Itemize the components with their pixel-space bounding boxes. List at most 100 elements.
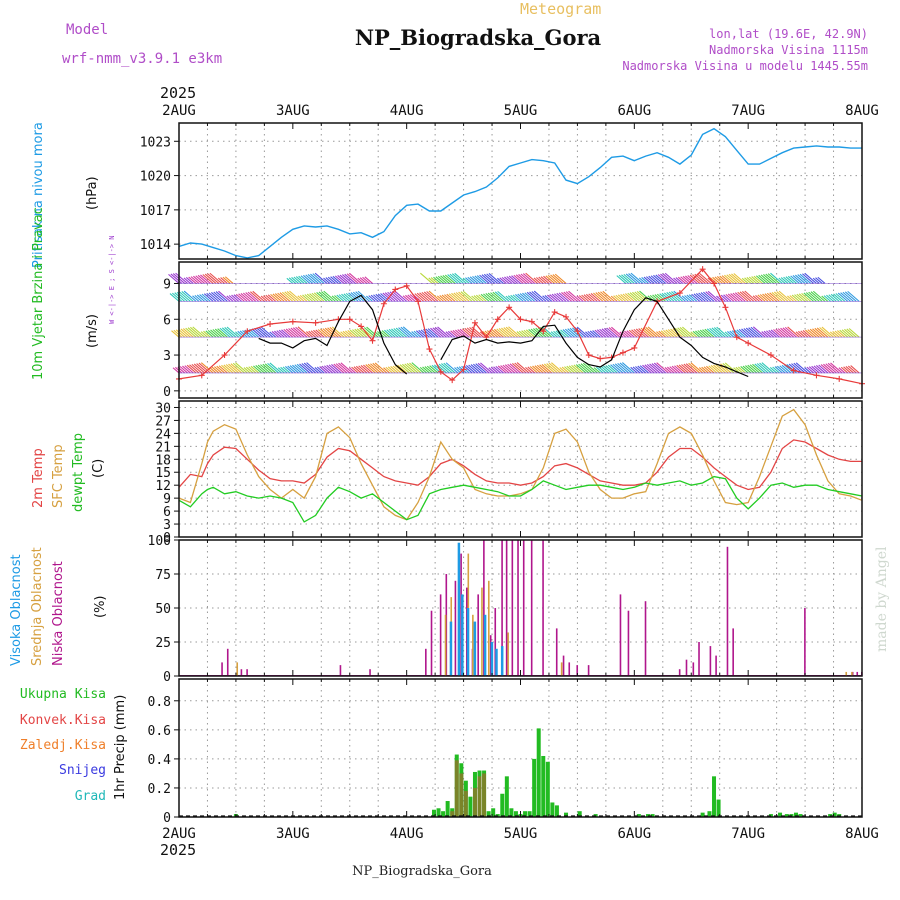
cloud-low-bar — [804, 608, 806, 676]
wind-barb — [823, 295, 832, 302]
wind-barb — [656, 362, 669, 374]
wind-barb — [419, 366, 427, 374]
wind-barb — [769, 367, 777, 374]
wind-barb — [525, 272, 538, 284]
wind-barb — [564, 328, 575, 338]
wind-barb — [428, 290, 442, 302]
wind-barb — [278, 329, 288, 338]
precip-ylabel: 1hr Precip (mm) — [113, 695, 128, 800]
wind-speed-marker — [506, 304, 513, 311]
wind-barb — [284, 366, 294, 374]
wind-barb — [188, 276, 197, 284]
wind-barb — [657, 274, 669, 284]
wind-barb — [838, 367, 846, 374]
wind-barb — [783, 276, 792, 284]
wind-barb — [209, 272, 223, 284]
wind-barb — [444, 274, 456, 284]
wind-barb — [505, 295, 513, 302]
wind-speed-marker — [574, 328, 581, 335]
wind-barb — [406, 363, 419, 374]
wind-barb — [729, 330, 738, 338]
wind-barb — [791, 294, 800, 302]
elevation-text: Nadmorska Visina 1115m — [709, 43, 868, 57]
wind-barb — [327, 276, 336, 284]
wind-barb — [232, 362, 245, 374]
wind-barb — [596, 366, 604, 374]
wind-barb — [797, 330, 806, 338]
wind-barb — [340, 362, 353, 374]
cloud-low-bar — [246, 669, 248, 676]
wind-barb — [262, 363, 274, 374]
wind-barb — [472, 275, 482, 284]
wind-barb — [754, 363, 766, 374]
wind-barb — [660, 273, 672, 284]
wind-barb — [805, 292, 817, 302]
wind-barb — [748, 327, 760, 338]
wind-barb — [698, 292, 709, 302]
wind-barb — [568, 365, 578, 374]
wind-barb — [708, 365, 718, 374]
wind-barb — [794, 274, 806, 284]
wind-barb — [391, 290, 405, 302]
wind-barb — [427, 328, 439, 338]
precip-legend-conv: Konvek.Kisa — [20, 713, 106, 728]
wind-barb — [752, 295, 760, 302]
wind-barb — [260, 326, 274, 338]
wind-barb — [735, 366, 743, 374]
wind-barb — [292, 364, 302, 374]
wind-barb — [776, 365, 786, 374]
wind-barb — [658, 330, 666, 338]
wind-barb — [815, 277, 823, 284]
wind-barb — [414, 293, 425, 302]
wind-barb — [186, 364, 197, 374]
wind-barb — [685, 363, 698, 374]
wind-barb — [715, 364, 726, 374]
wind-barb — [277, 367, 285, 374]
wind-barb — [260, 364, 271, 374]
wind-barb — [828, 294, 837, 302]
wind-barb — [564, 366, 573, 374]
precip-total-bar — [784, 814, 789, 817]
x-day-label-top: 8AUG — [845, 103, 879, 119]
cloud-high-bar — [500, 646, 504, 676]
wind-barb — [625, 273, 638, 284]
wind-barb — [766, 330, 775, 338]
wind-barb — [318, 291, 331, 302]
wind-barb — [218, 365, 228, 374]
cloud-low-bar — [483, 540, 485, 676]
wind-barb — [407, 294, 416, 302]
precip-conv-bar — [450, 811, 455, 817]
wind-barb — [179, 291, 191, 302]
wind-barb — [184, 365, 194, 374]
precip-legend-snow: Snijeg — [59, 763, 106, 778]
wind-barb — [422, 366, 430, 374]
wind-barb — [759, 362, 772, 374]
wind-barb — [699, 329, 709, 338]
wind-barb — [706, 365, 715, 374]
wind-barb — [684, 275, 695, 284]
wind-barb — [535, 327, 547, 338]
wind-barb — [571, 364, 581, 374]
pressure-ylabel: Pritisak na nivou mora — [31, 122, 46, 268]
wind-barb — [784, 326, 797, 338]
wind-barb — [649, 363, 661, 374]
wind-barb — [630, 272, 644, 284]
wind-barb — [342, 330, 351, 338]
wind-barb — [696, 273, 709, 284]
wind-barb — [269, 362, 282, 374]
wind-barb — [656, 331, 664, 338]
wind-barb — [599, 328, 610, 338]
wind-barb — [263, 295, 271, 302]
wind-barb — [314, 272, 328, 284]
wind-barb — [692, 330, 701, 338]
wind-barb — [610, 364, 621, 374]
wind-barb — [600, 365, 610, 374]
wind-barb — [649, 294, 658, 302]
wind-barb — [267, 362, 279, 374]
wind-barb — [324, 327, 336, 338]
wind-barb — [628, 273, 641, 284]
wind-barb — [402, 326, 416, 338]
y-tick-label: 0.8 — [148, 695, 171, 710]
wind-barb — [391, 328, 402, 338]
wind-barb — [274, 330, 282, 338]
